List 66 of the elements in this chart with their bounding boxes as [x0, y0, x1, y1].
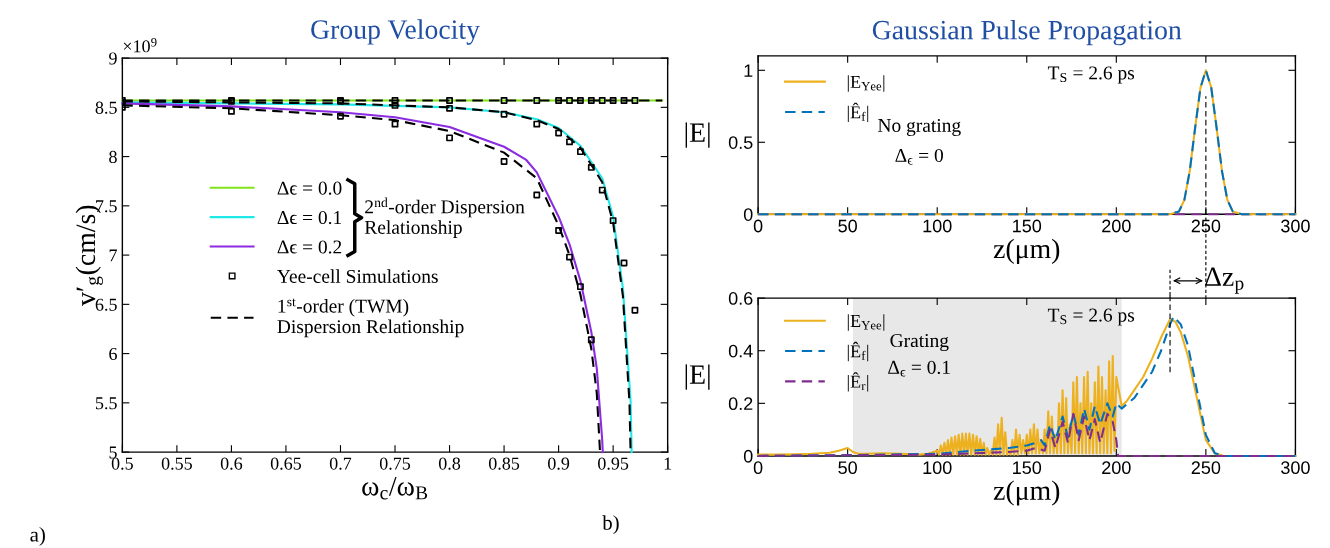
annotation: Grating — [890, 334, 949, 352]
x-tick-label: 300 — [1281, 219, 1310, 233]
legend-label: Δϵ = 0.2 — [277, 240, 342, 254]
x-tick-label: 100 — [923, 219, 952, 233]
y-tick-label: 6.5 — [95, 298, 117, 311]
y-tick-label: 9 — [109, 52, 117, 65]
chart-title: Gaussian Pulse Propagation — [872, 19, 1182, 46]
y-axis-title: |E| — [685, 364, 710, 390]
x-tick-label: 300 — [1281, 461, 1310, 475]
annotation: Δ$_{ϵ}$ = 0 — [895, 148, 943, 165]
legend-label: Δϵ = 0.0 — [277, 181, 342, 195]
x-tick-label: 0.6 — [220, 457, 243, 470]
x-tick-label: 0.95 — [598, 457, 629, 470]
annotation: T$_{S}$ = 2.6 ps — [1047, 308, 1135, 326]
x-tick-label: 200 — [1102, 461, 1131, 475]
y-tick-label: 0.5 — [728, 136, 753, 149]
annotation: No grating — [878, 118, 961, 136]
x-tick-label: 0.65 — [270, 457, 302, 470]
x-tick-label: 0.7 — [329, 457, 352, 470]
y-tick-label: 0.6 — [728, 292, 753, 305]
text: Δz$_{p}$ — [1205, 267, 1244, 294]
y-tick-label: 6 — [109, 347, 117, 361]
y-tick-label: 0.2 — [728, 397, 753, 411]
legend-label: 1$^{st}$-order (TWM) Dispersion Relationship — [277, 298, 464, 338]
legend-label: |E$_{Yee}$| — [847, 314, 885, 331]
text: ×10$^{9}$ — [123, 38, 157, 53]
x-tick-label: 50 — [838, 461, 857, 475]
legend-label: |E$_{Yee}$| — [847, 75, 885, 92]
legend-label: |Ê$_{f}$| — [847, 341, 869, 362]
text: b) — [602, 515, 619, 535]
annotation: Δ$_{ϵ}$ = 0.1 — [888, 360, 950, 377]
x-tick-label: 0.9 — [548, 457, 570, 470]
x-tick-label: 0.55 — [161, 457, 192, 470]
y-tick-label: 7 — [109, 249, 117, 262]
legend-label: |Ê$_{f}$| — [847, 102, 869, 123]
x-axis-title: z(μm) — [993, 480, 1060, 506]
annotation: T$_{S}$ = 2.6 ps — [1047, 66, 1135, 84]
x-tick-label: 0.75 — [379, 457, 411, 470]
x-tick-label: 50 — [838, 219, 857, 233]
y-axis-title: |E| — [685, 122, 710, 148]
y-tick-label: 1 — [744, 64, 753, 77]
legend-label: Δϵ = 0.1 — [277, 210, 342, 225]
legend-label: Yee-cell Simulations — [277, 269, 438, 283]
x-tick-label: 250 — [1191, 219, 1221, 233]
text: a) — [30, 526, 45, 546]
x-tick-label: 200 — [1102, 219, 1131, 233]
chart-title: Group Velocity — [311, 19, 480, 45]
y-tick-label: 8 — [109, 150, 117, 164]
annotation: 2$^{nd}$-order Dispersion Relationship — [364, 197, 525, 238]
x-tick-label: 100 — [923, 461, 952, 475]
y-tick-label: 8.5 — [95, 101, 117, 114]
y-tick-label: 0 — [743, 208, 753, 221]
x-tick-label: 0.8 — [438, 457, 461, 470]
y-tick-label: 0.4 — [728, 344, 753, 358]
x-axis-title: z(μm) — [993, 238, 1060, 264]
x-tick-label: 250 — [1191, 461, 1221, 475]
x-tick-label: 150 — [1013, 219, 1042, 233]
x-tick-label: 0.85 — [488, 457, 520, 470]
x-tick-label: 150 — [1013, 461, 1042, 475]
y-tick-label: 5.5 — [95, 397, 117, 410]
y-tick-label: 5 — [109, 446, 117, 459]
x-tick-label: 1 — [664, 457, 672, 470]
x-axis-title: ω$_{c}$/ω$_{B}$ — [362, 477, 428, 500]
legend-label: |Ê$_{r}$| — [847, 372, 869, 392]
x-tick-label: 0 — [753, 461, 763, 475]
x-tick-label: 0 — [753, 219, 763, 233]
